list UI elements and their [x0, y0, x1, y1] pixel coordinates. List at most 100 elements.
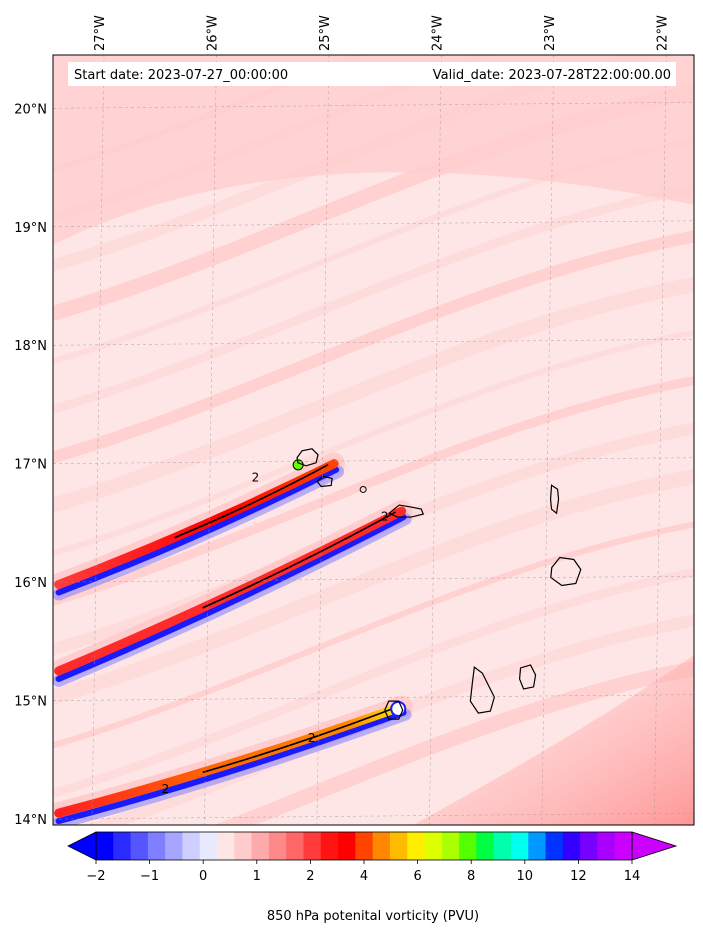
colorbar-swatch	[441, 832, 460, 860]
pv-streaks	[53, 452, 413, 825]
north-pink-region	[53, 55, 694, 245]
colorbar-swatch	[165, 832, 183, 860]
colorbar-swatch	[562, 832, 581, 860]
colorbar-swatch	[528, 832, 547, 860]
colorbar-swatch	[459, 832, 477, 860]
wave-band	[53, 276, 694, 514]
y-axis-ticks: 14°N 15°N 16°N 17°N 18°N 19°N 20°N	[14, 102, 47, 828]
colorbar-swatch	[338, 832, 356, 860]
colorbar-swatch	[424, 832, 443, 860]
colorbar-swatch	[407, 832, 426, 860]
island-fogo	[384, 700, 404, 720]
island-sal	[549, 484, 560, 515]
y-tick-label: 20°N	[14, 102, 47, 117]
colorbar-swatch	[113, 832, 132, 860]
contour-2pvu	[202, 511, 396, 609]
colorbar-swatch	[320, 832, 339, 860]
y-tick-label: 17°N	[14, 458, 47, 473]
contour-label: 2	[308, 731, 316, 745]
colorbar-swatch	[389, 832, 408, 860]
colorbar-swatch	[286, 832, 304, 860]
meridian-line	[204, 55, 217, 825]
colorbar-tick-label: 1	[253, 869, 261, 884]
colorbar-swatch	[182, 832, 201, 860]
wave-band	[53, 376, 694, 606]
wave-band	[214, 660, 694, 825]
island-maio	[518, 664, 537, 690]
header-box	[68, 62, 676, 86]
wave-band	[53, 230, 694, 464]
parallel-line	[53, 575, 694, 583]
meridian-line	[91, 55, 105, 825]
colorbar-swatch	[268, 832, 287, 860]
colorbar-tick-label: 4	[360, 869, 368, 884]
middle-streak	[53, 500, 413, 687]
colorbar-swatch	[303, 832, 322, 860]
contour-labels: 2 2 2 2	[162, 470, 389, 796]
colorbar-extend-max	[631, 831, 678, 861]
colorbar-swatch	[130, 832, 149, 860]
wave-band	[53, 184, 694, 414]
colorbar-tick-label: 6	[413, 869, 421, 884]
colorbar-swatch	[476, 832, 495, 860]
x-tick-label: 27°W	[93, 15, 108, 51]
x-tick-label: 25°W	[318, 15, 333, 51]
parallel-line	[53, 812, 694, 820]
colorbar-tick-label: 0	[199, 869, 207, 884]
x-tick-label: 26°W	[205, 15, 220, 51]
colorbar-swatch	[372, 832, 391, 860]
x-tick-label: 23°W	[543, 15, 558, 51]
colorbar-swatch	[355, 832, 374, 860]
contour-2pvu	[202, 706, 396, 774]
colorbar-swatch	[199, 832, 218, 860]
colorbar-tick-label: 12	[570, 869, 587, 884]
contour-label: 2	[162, 782, 170, 796]
meridian-line	[541, 55, 555, 825]
meridian-line	[316, 55, 330, 825]
colorbar-swatch	[614, 832, 633, 860]
colorbar-swatch	[217, 832, 235, 860]
colorbar-swatch	[580, 832, 598, 860]
southern-streak	[53, 695, 413, 825]
island-santa-luzia	[359, 485, 367, 493]
colorbar-swatch	[493, 832, 512, 860]
streak-negative-core	[55, 466, 340, 596]
fogo-wake-spot	[390, 700, 407, 717]
parallel-line	[53, 102, 694, 109]
colorbar-swatch	[251, 832, 270, 860]
wave-band	[53, 568, 694, 798]
colorbar: −2 −1 0 1 2 4 6 8 10 12 14	[67, 831, 678, 884]
colorbar-tick-label: −2	[86, 869, 105, 884]
colorbar-tick-label: 10	[517, 869, 534, 884]
map-frame	[52, 54, 695, 826]
parallel-line	[53, 338, 694, 346]
island-sao-nicolau	[388, 504, 425, 518]
colorbar-label: 850 hPa potenital vorticity (PVU)	[267, 909, 479, 924]
meridian-line	[429, 55, 442, 825]
colorbar-tick-label: 8	[467, 869, 475, 884]
island-santiago	[469, 666, 495, 714]
y-tick-label: 18°N	[14, 339, 47, 354]
colorbar-tick-label: −1	[140, 869, 159, 884]
parallel-line	[53, 220, 694, 228]
parallel-line	[53, 457, 694, 464]
valid-date-label: Valid_date: 2023-07-28T22:00:00.00	[433, 68, 671, 83]
wave-band	[53, 468, 694, 706]
wave-band	[53, 329, 694, 557]
gridlines	[53, 55, 694, 825]
x-tick-label: 24°W	[430, 15, 445, 51]
y-tick-label: 16°N	[14, 576, 47, 591]
start-date-label: Start date: 2023-07-27_00:00:00	[74, 68, 288, 83]
island-santo-antao	[296, 448, 319, 467]
colorbar-swatch	[597, 832, 616, 860]
southeast-pink-region	[413, 655, 694, 825]
colorbar-swatch	[96, 832, 114, 860]
contour-2pvu	[174, 463, 329, 539]
colorbar-tick-label: 14	[624, 869, 641, 884]
streak-negative-core	[55, 514, 407, 682]
colorbar-tick-label: 2	[306, 869, 314, 884]
pv-field: 2 2 2 2	[53, 55, 694, 825]
colorbar-swatch	[147, 832, 166, 860]
meridian-line	[653, 55, 667, 825]
